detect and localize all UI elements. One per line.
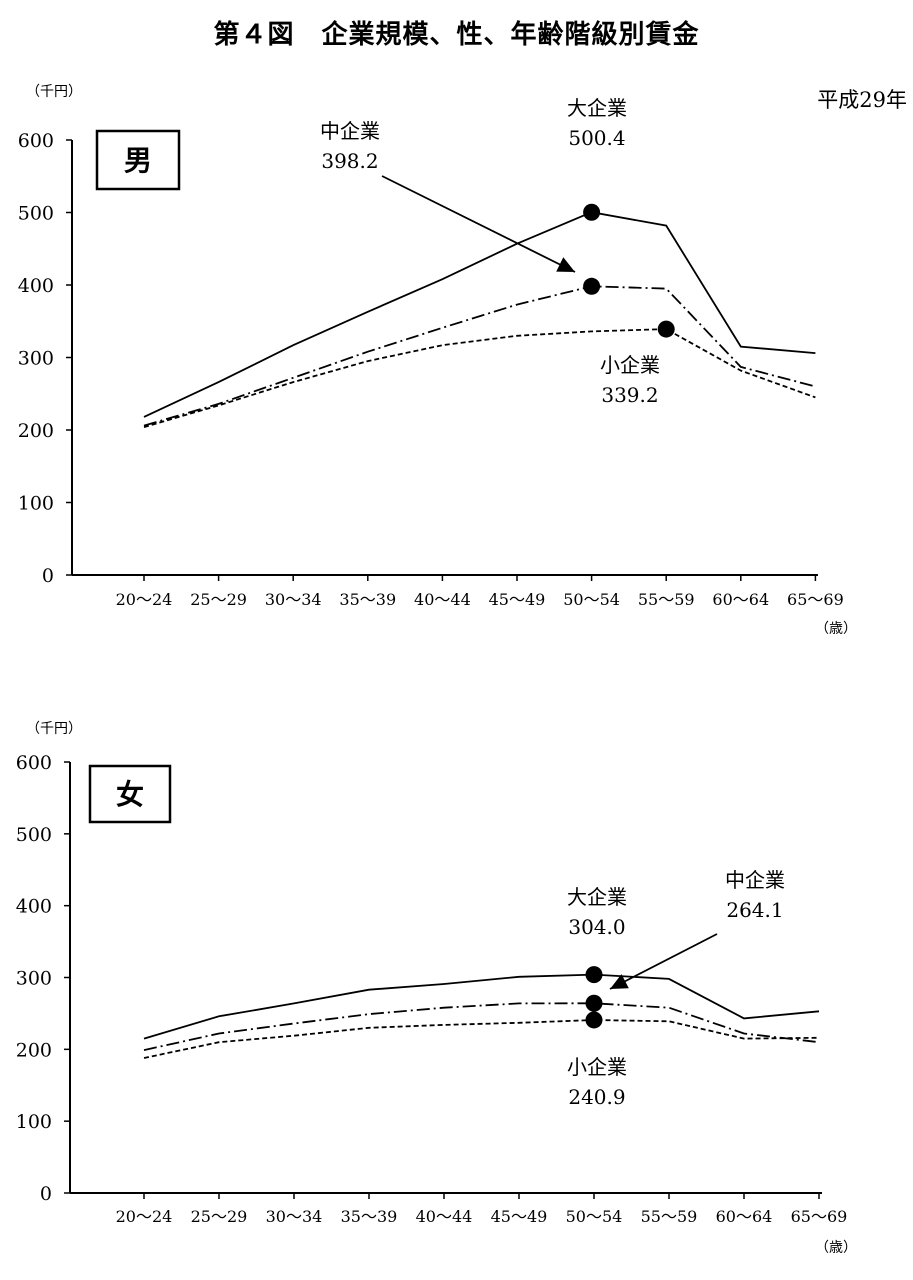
data-point-marker — [585, 1011, 603, 1029]
y-tick-label: 100 — [18, 493, 54, 515]
y-tick-label: 200 — [16, 1039, 52, 1061]
x-tick-label: 40～44 — [414, 590, 471, 609]
x-tick-label: 35～39 — [341, 1207, 398, 1226]
y-tick-label: 300 — [18, 348, 54, 370]
y-tick-label: 500 — [16, 824, 52, 846]
y-axis-unit: （千円） — [26, 721, 82, 737]
annotation-value: 264.1 — [726, 898, 783, 922]
chart-title: 第４図 企業規模、性、年齢階級別賃金 — [213, 20, 700, 50]
annotation-label: 小企業 — [567, 1055, 627, 1079]
x-tick-label: 65～69 — [787, 590, 844, 609]
annotation-value: 240.9 — [568, 1085, 625, 1109]
x-tick-label: 55～59 — [641, 1207, 698, 1226]
x-axis-unit: （歳） — [815, 1240, 857, 1256]
annotation-label: 大企業 — [567, 885, 627, 909]
annotation-value: 339.2 — [601, 383, 658, 407]
x-tick-label: 25～29 — [190, 590, 247, 609]
x-tick-label: 55～59 — [638, 590, 695, 609]
y-tick-label: 100 — [16, 1111, 52, 1133]
x-tick-label: 45～49 — [489, 590, 546, 609]
series-line-medium — [143, 285, 816, 427]
x-tick-label: 35～39 — [339, 590, 396, 609]
annotation-arrow-head — [556, 257, 575, 272]
y-tick-label: 400 — [16, 896, 52, 918]
y-tick-label: 0 — [42, 565, 54, 587]
x-tick-label: 25～29 — [191, 1207, 248, 1226]
data-point-marker — [657, 320, 675, 338]
x-tick-label: 30～34 — [265, 590, 322, 609]
y-tick-label: 500 — [18, 203, 54, 225]
annotation-value: 500.4 — [568, 126, 625, 150]
annotation-arrow-line — [609, 933, 718, 990]
data-point-marker — [585, 994, 603, 1012]
period-label: 平成29年 — [817, 88, 907, 112]
annotation-arrow-line — [381, 175, 576, 273]
series-line-small — [143, 1019, 820, 1059]
panel-label-box — [88, 764, 172, 824]
panel-label-box — [95, 129, 181, 191]
y-tick-label: 0 — [40, 1183, 52, 1205]
x-tick-label: 40～44 — [416, 1207, 473, 1226]
x-tick-label: 65～69 — [791, 1207, 848, 1226]
x-tick-label: 60～64 — [716, 1207, 773, 1226]
data-point-marker — [583, 203, 601, 221]
y-tick-label: 200 — [18, 420, 54, 442]
panel-label: 男 — [124, 144, 152, 177]
series-line-medium — [143, 1002, 820, 1051]
y-tick-label: 600 — [18, 130, 54, 152]
x-tick-label: 50～54 — [563, 590, 620, 609]
x-tick-label: 30～34 — [266, 1207, 323, 1226]
annotation-label: 中企業 — [320, 119, 380, 143]
y-tick-label: 300 — [16, 968, 52, 990]
annotation-label: 中企業 — [725, 868, 785, 892]
x-tick-label: 60～64 — [712, 590, 769, 609]
annotation-label: 小企業 — [600, 353, 660, 377]
series-line-large — [143, 211, 816, 418]
data-point-marker — [583, 277, 601, 295]
data-point-marker — [585, 966, 603, 984]
x-axis-unit: （歳） — [815, 621, 857, 637]
y-tick-label: 400 — [18, 275, 54, 297]
annotation-value: 398.2 — [321, 149, 378, 173]
annotation-label: 大企業 — [567, 96, 627, 120]
y-axis-unit: （千円） — [26, 84, 82, 100]
x-tick-label: 20～24 — [116, 590, 173, 609]
x-tick-label: 45～49 — [491, 1207, 548, 1226]
series-line-small — [143, 328, 816, 428]
series-line-large — [143, 973, 820, 1040]
x-tick-label: 20～24 — [116, 1207, 173, 1226]
annotation-arrow-head — [610, 974, 629, 989]
y-tick-label: 600 — [16, 752, 52, 774]
x-tick-label: 50～54 — [566, 1207, 623, 1226]
annotation-value: 304.0 — [568, 915, 625, 939]
panel-label: 女 — [116, 778, 144, 811]
